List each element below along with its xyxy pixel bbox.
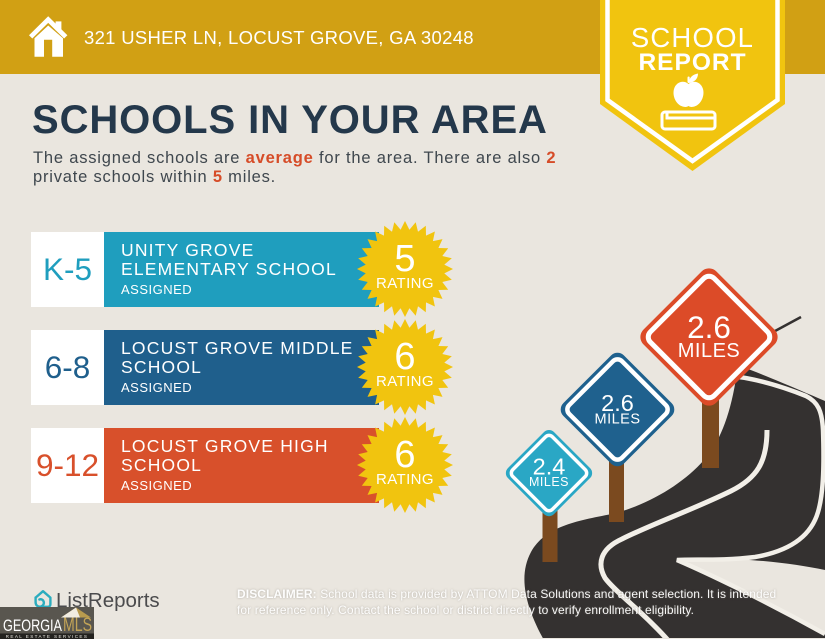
svg-text:MILES: MILES <box>529 475 569 489</box>
svg-text:RATING: RATING <box>376 373 434 390</box>
svg-text:SCHOOL: SCHOOL <box>631 22 754 53</box>
svg-text:2.6: 2.6 <box>601 390 634 416</box>
svg-text:6: 6 <box>394 336 415 378</box>
svg-text:5: 5 <box>394 238 415 280</box>
svg-text:REAL ESTATE SERVICES: REAL ESTATE SERVICES <box>6 634 89 639</box>
svg-text:MILES: MILES <box>678 340 741 362</box>
svg-text:GEORGIA: GEORGIA <box>3 616 62 635</box>
svg-text:2.4: 2.4 <box>533 454 566 480</box>
svg-text:RATING: RATING <box>376 471 434 488</box>
svg-text:MILES: MILES <box>594 412 640 428</box>
svg-text:2.6: 2.6 <box>687 309 731 345</box>
svg-text:REPORT: REPORT <box>638 49 746 76</box>
svg-text:RATING: RATING <box>376 275 434 292</box>
svg-text:6: 6 <box>394 434 415 476</box>
svg-text:MLS: MLS <box>63 615 92 636</box>
